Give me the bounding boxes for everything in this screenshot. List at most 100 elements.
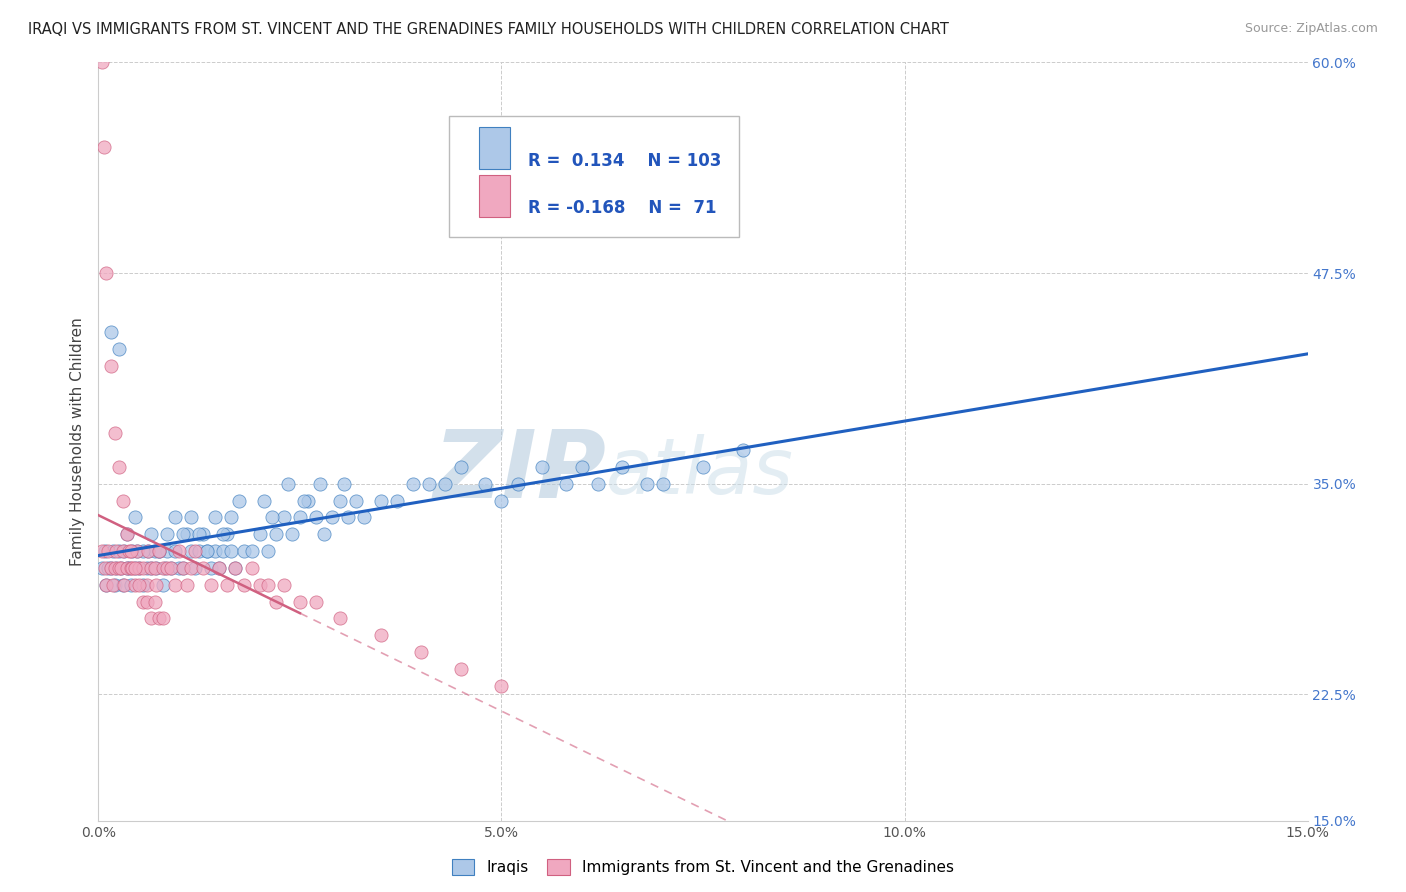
Point: [281, 527, 304, 541]
Point: [586, 476, 609, 491]
Point: [232, 578, 254, 592]
Point: [353, 510, 375, 524]
Point: [105, 561, 128, 575]
Point: [107, 459, 129, 474]
Point: [530, 459, 553, 474]
Point: [370, 628, 392, 642]
Point: [450, 662, 472, 676]
Point: [101, 578, 124, 592]
Point: [121, 561, 143, 575]
Point: [180, 561, 202, 575]
Point: [195, 544, 218, 558]
Point: [112, 578, 135, 592]
Bar: [479, 175, 509, 217]
Point: [120, 544, 142, 558]
Point: [180, 544, 202, 558]
Point: [163, 544, 186, 558]
Point: [571, 459, 593, 474]
Point: [163, 578, 186, 592]
Point: [143, 561, 166, 575]
Point: [217, 578, 239, 592]
Point: [112, 544, 135, 558]
Point: [132, 561, 155, 575]
Point: [156, 527, 179, 541]
Point: [132, 578, 155, 592]
Point: [288, 594, 311, 608]
Point: [184, 544, 207, 558]
Point: [138, 544, 160, 558]
Point: [172, 561, 194, 575]
Point: [160, 561, 183, 575]
Point: [176, 578, 198, 592]
Point: [143, 544, 166, 558]
Point: [148, 611, 170, 625]
Point: [128, 561, 150, 575]
Point: [450, 459, 472, 474]
Point: [135, 594, 157, 608]
Point: [156, 544, 179, 558]
Point: [115, 561, 138, 575]
Point: [111, 544, 134, 558]
Point: [193, 527, 215, 541]
Point: [172, 527, 194, 541]
Point: [97, 561, 120, 575]
Point: [91, 561, 114, 575]
Point: [506, 476, 529, 491]
Point: [176, 527, 198, 541]
Point: [385, 493, 408, 508]
Point: [224, 561, 246, 575]
FancyBboxPatch shape: [449, 115, 740, 236]
Point: [333, 476, 356, 491]
Point: [208, 561, 231, 575]
Point: [115, 561, 138, 575]
Point: [256, 544, 278, 558]
Point: [101, 544, 124, 558]
Point: [256, 578, 278, 592]
Point: [167, 561, 190, 575]
Point: [127, 544, 149, 558]
Point: [124, 561, 146, 575]
Point: [305, 594, 328, 608]
Point: [273, 510, 295, 524]
Point: [132, 544, 155, 558]
Point: [180, 510, 202, 524]
Point: [145, 578, 167, 592]
Point: [103, 426, 125, 441]
Point: [264, 594, 287, 608]
Point: [156, 561, 179, 575]
Point: [297, 493, 319, 508]
Point: [636, 476, 658, 491]
Point: [370, 493, 392, 508]
Point: [193, 561, 215, 575]
Point: [212, 527, 235, 541]
Point: [160, 561, 183, 575]
Point: [139, 561, 162, 575]
Point: [212, 544, 235, 558]
Point: [139, 561, 162, 575]
Point: [91, 544, 114, 558]
Point: [277, 476, 299, 491]
Point: [418, 476, 440, 491]
Point: [143, 594, 166, 608]
Point: [115, 527, 138, 541]
Point: [240, 561, 263, 575]
Point: [124, 578, 146, 592]
Point: [96, 578, 118, 592]
Point: [152, 561, 174, 575]
Point: [94, 561, 117, 575]
Point: [217, 527, 239, 541]
Point: [167, 544, 190, 558]
Point: [124, 510, 146, 524]
Point: [148, 544, 170, 558]
Point: [692, 459, 714, 474]
Point: [148, 544, 170, 558]
Point: [127, 544, 149, 558]
Point: [292, 493, 315, 508]
Point: [224, 561, 246, 575]
Point: [305, 510, 328, 524]
Point: [100, 359, 122, 373]
Point: [124, 561, 146, 575]
Point: [135, 578, 157, 592]
Point: [434, 476, 457, 491]
Point: [329, 611, 352, 625]
